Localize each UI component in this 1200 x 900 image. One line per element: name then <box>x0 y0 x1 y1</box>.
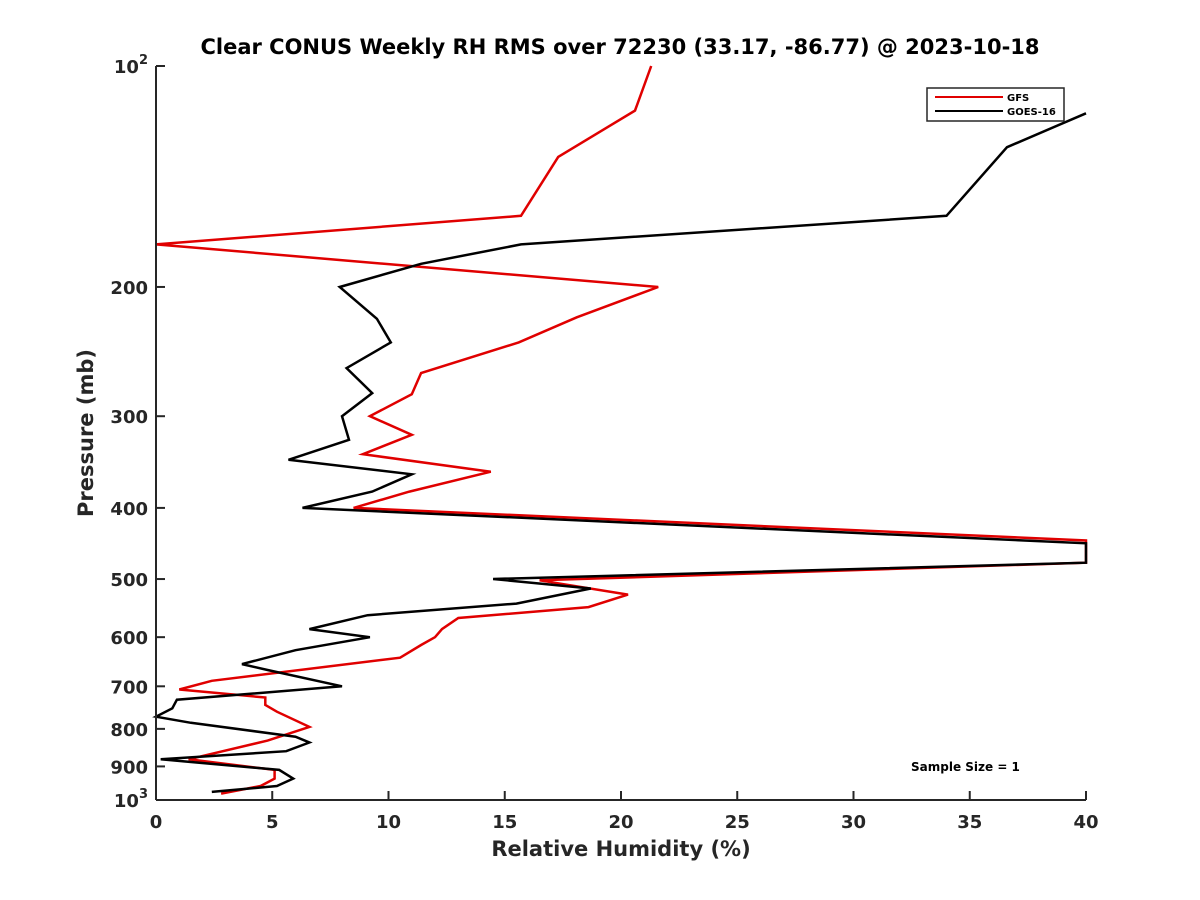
sample-size-annotation: Sample Size = 1 <box>911 760 1020 774</box>
y-tick-label: 102 <box>114 53 148 78</box>
y-tick-label: 400 <box>110 499 148 520</box>
x-axis-label: Relative Humidity (%) <box>491 837 750 861</box>
y-tick-label: 700 <box>110 677 148 698</box>
series-layer <box>152 65 1088 795</box>
y-tick-label: 500 <box>110 570 148 591</box>
y-tick-label: 900 <box>110 757 148 778</box>
y-tick-label: 200 <box>110 278 148 299</box>
x-tick-label: 25 <box>725 812 750 833</box>
chart-title: Clear CONUS Weekly RH RMS over 72230 (33… <box>200 35 1039 59</box>
x-tick-label: 10 <box>376 812 401 833</box>
x-tick-label: 5 <box>266 812 279 833</box>
y-tick-label: 103 <box>114 787 148 812</box>
y-tick-label: 300 <box>110 407 148 428</box>
legend: GFS GOES-16 <box>926 87 1065 122</box>
y-axis-label: Pressure (mb) <box>74 349 98 517</box>
x-tick-label: 35 <box>957 812 982 833</box>
x-tick-label: 40 <box>1073 812 1098 833</box>
legend-box <box>926 87 1065 122</box>
y-axis-ticks: 102 200 300 400 500 600 700 800 900 103 <box>110 53 165 812</box>
x-tick-label: 20 <box>608 812 633 833</box>
series-line-goes16 <box>152 112 1088 794</box>
legend-label-gfs: GFS <box>1007 93 1029 104</box>
series-line-gfs <box>155 65 1088 795</box>
y-tick-label: 800 <box>110 720 148 741</box>
x-tick-label: 15 <box>492 812 517 833</box>
x-tick-label: 0 <box>150 812 163 833</box>
legend-label-goes16: GOES-16 <box>1007 107 1056 118</box>
y-tick-label: 600 <box>110 628 148 649</box>
x-tick-label: 30 <box>841 812 866 833</box>
x-axis-ticks: 0 5 10 15 20 25 30 35 40 <box>150 791 1099 833</box>
